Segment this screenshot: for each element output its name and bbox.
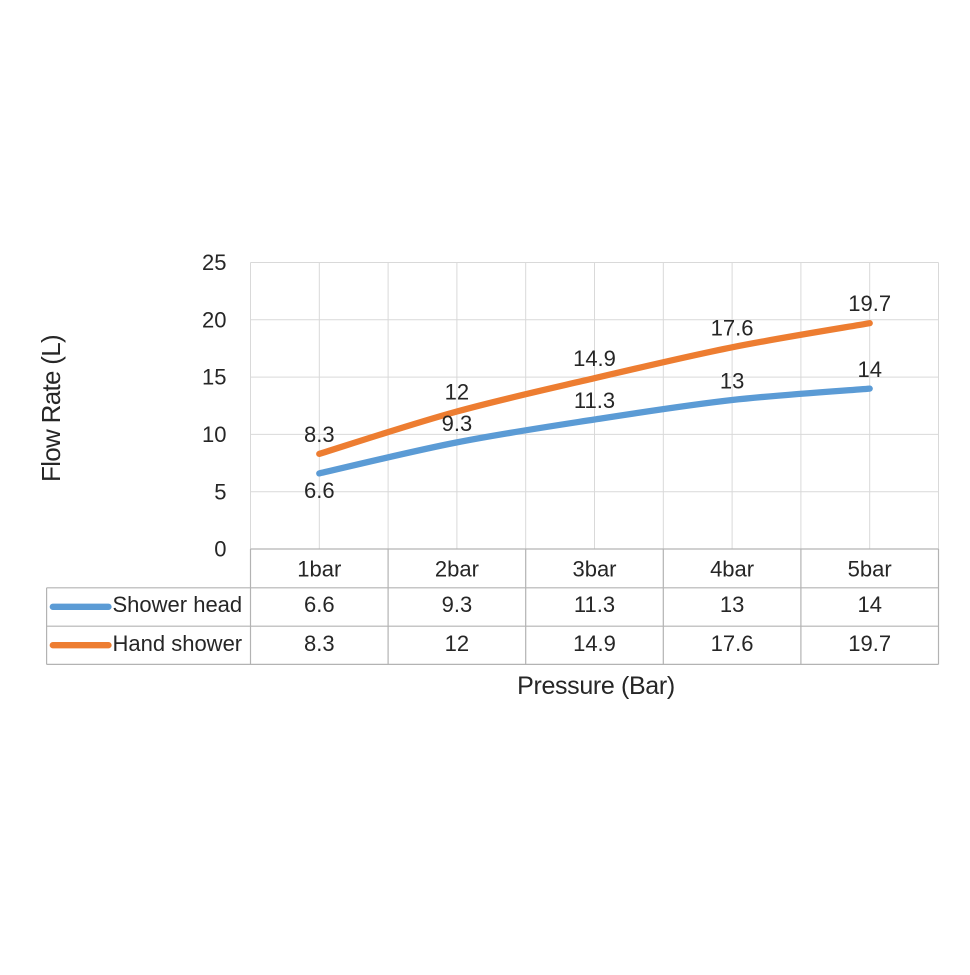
svg-text:14.9: 14.9 bbox=[573, 631, 616, 656]
svg-text:5bar: 5bar bbox=[848, 557, 892, 582]
svg-text:19.7: 19.7 bbox=[848, 291, 891, 316]
svg-text:9.3: 9.3 bbox=[442, 592, 473, 617]
svg-text:20: 20 bbox=[202, 307, 226, 332]
svg-text:10: 10 bbox=[202, 422, 226, 447]
svg-text:11.3: 11.3 bbox=[574, 592, 615, 617]
svg-text:13: 13 bbox=[720, 592, 744, 617]
svg-text:Pressure (Bar): Pressure (Bar) bbox=[517, 672, 675, 700]
svg-text:Hand shower: Hand shower bbox=[113, 631, 243, 656]
svg-text:4bar: 4bar bbox=[710, 557, 754, 582]
svg-text:2bar: 2bar bbox=[435, 557, 479, 582]
svg-text:14.9: 14.9 bbox=[573, 346, 616, 371]
svg-text:3bar: 3bar bbox=[572, 557, 616, 582]
svg-text:14: 14 bbox=[857, 357, 881, 382]
svg-text:0: 0 bbox=[214, 537, 226, 562]
svg-text:8.3: 8.3 bbox=[304, 631, 335, 656]
svg-text:12: 12 bbox=[445, 380, 469, 405]
svg-text:19.7: 19.7 bbox=[848, 631, 891, 656]
svg-text:17.6: 17.6 bbox=[711, 315, 754, 340]
svg-text:6.6: 6.6 bbox=[304, 592, 335, 617]
svg-text:Flow Rate (L): Flow Rate (L) bbox=[36, 335, 66, 482]
svg-text:12: 12 bbox=[445, 631, 469, 656]
svg-text:Shower head: Shower head bbox=[113, 592, 243, 617]
svg-text:1bar: 1bar bbox=[297, 557, 341, 582]
svg-text:15: 15 bbox=[202, 365, 226, 390]
svg-text:8.3: 8.3 bbox=[304, 422, 335, 447]
svg-text:25: 25 bbox=[202, 250, 226, 275]
svg-text:9.3: 9.3 bbox=[442, 411, 473, 436]
svg-text:14: 14 bbox=[857, 592, 881, 617]
svg-text:5: 5 bbox=[214, 479, 226, 504]
svg-text:11.3: 11.3 bbox=[574, 388, 615, 413]
svg-text:13: 13 bbox=[720, 369, 744, 394]
svg-text:6.6: 6.6 bbox=[304, 478, 335, 503]
svg-text:17.6: 17.6 bbox=[711, 631, 754, 656]
